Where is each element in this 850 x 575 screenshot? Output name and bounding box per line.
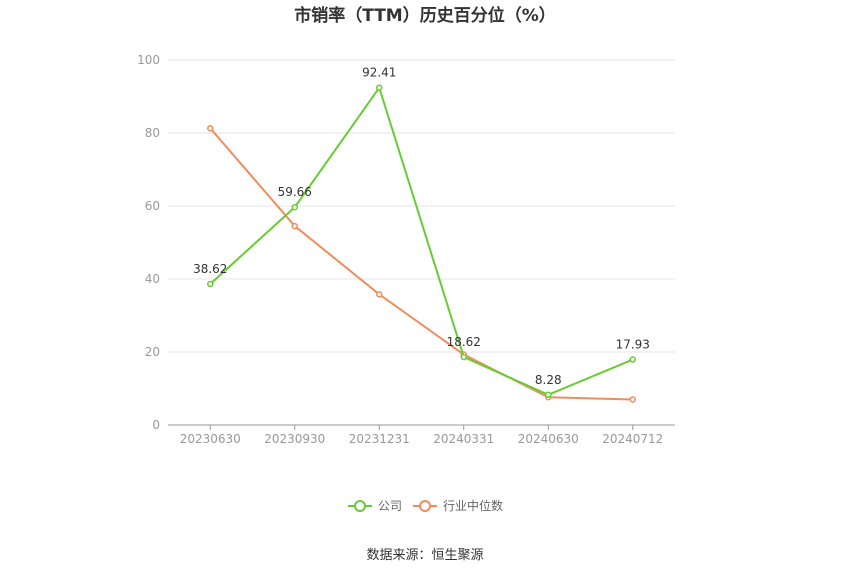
x-tick-label: 20230930 <box>264 432 325 446</box>
legend-marker <box>354 500 366 512</box>
y-tick-label: 100 <box>137 53 160 67</box>
legend-marker <box>419 500 431 512</box>
chart-title: 市销率（TTM）历史百分位（%） <box>294 5 556 26</box>
data-point <box>545 391 552 399</box>
series-line <box>209 85 634 396</box>
data-point <box>291 222 298 230</box>
data-point <box>207 280 214 288</box>
data-point <box>376 291 383 298</box>
x-tick-label: 20231231 <box>349 432 410 446</box>
series-line <box>209 127 633 401</box>
data-label: 92.41 <box>362 66 396 80</box>
y-tick-label: 80 <box>145 126 160 140</box>
x-tick-label: 20230630 <box>180 432 241 446</box>
x-tick-label: 20240712 <box>602 432 663 446</box>
grid <box>168 59 675 353</box>
data-point <box>629 356 636 363</box>
y-tick-label: 20 <box>145 345 160 359</box>
source-note: 数据来源：恒生聚源 <box>366 548 483 563</box>
series-group <box>207 84 636 403</box>
legend-item[interactable]: 公司 <box>348 499 402 513</box>
y-tick-label: 0 <box>152 418 160 432</box>
data-label: 17.93 <box>616 338 650 352</box>
legend-item[interactable]: 行业中位数 <box>413 498 503 513</box>
data-point <box>629 396 636 403</box>
data-label: 8.28 <box>535 373 562 387</box>
data-point <box>376 84 383 91</box>
data-label: 18.62 <box>447 335 481 349</box>
y-tick-label: 60 <box>145 199 160 213</box>
x-axis: 20230630 20230930 20231231 20240331 20240630… <box>180 425 663 446</box>
data-point <box>207 125 214 132</box>
legend: 公司 行业中位数 <box>348 498 503 513</box>
legend-label: 行业中位数 <box>443 498 503 513</box>
data-point <box>460 353 467 361</box>
data-label: 38.62 <box>193 262 227 276</box>
legend-label: 公司 <box>378 499 402 513</box>
data-labels: 38.62 59.66 92.41 18.62 8.28 17.93 <box>193 66 650 387</box>
x-tick-label: 20240630 <box>518 432 579 446</box>
x-tick-label: 20240331 <box>433 432 494 446</box>
y-axis: 0 20 40 60 80 100 <box>137 53 160 432</box>
data-point <box>291 203 298 211</box>
y-tick-label: 40 <box>145 272 160 286</box>
data-label: 59.66 <box>278 185 312 199</box>
